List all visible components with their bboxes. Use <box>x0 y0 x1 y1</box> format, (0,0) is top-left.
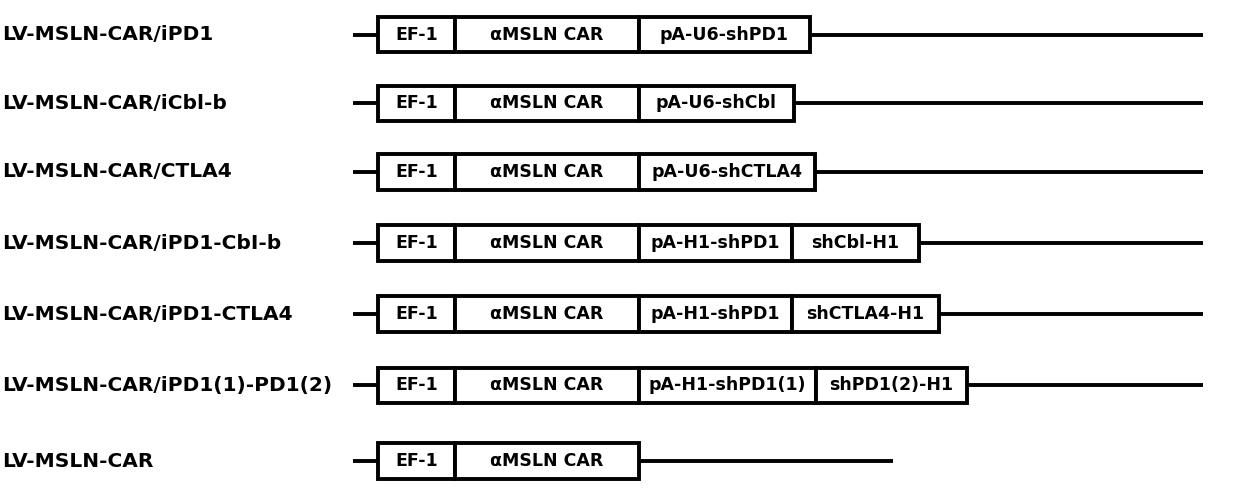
FancyBboxPatch shape <box>639 86 794 121</box>
Text: αMSLN CAR: αMSLN CAR <box>490 452 604 470</box>
Text: shCbl-H1: shCbl-H1 <box>811 234 900 252</box>
Text: EF-1: EF-1 <box>396 95 438 112</box>
Text: LV-MSLN-CAR/iPD1: LV-MSLN-CAR/iPD1 <box>2 25 213 44</box>
Text: LV-MSLN-CAR/iPD1(1)-PD1(2): LV-MSLN-CAR/iPD1(1)-PD1(2) <box>2 376 332 394</box>
Text: pA-U6-shCTLA4: pA-U6-shCTLA4 <box>651 163 802 181</box>
Text: pA-U6-shCbl: pA-U6-shCbl <box>656 95 776 112</box>
Text: shPD1(2)-H1: shPD1(2)-H1 <box>830 376 954 394</box>
Text: EF-1: EF-1 <box>396 452 438 470</box>
Text: pA-H1-shPD1: pA-H1-shPD1 <box>651 305 780 323</box>
FancyBboxPatch shape <box>455 154 639 190</box>
Text: EF-1: EF-1 <box>396 376 438 394</box>
FancyBboxPatch shape <box>455 443 639 479</box>
FancyBboxPatch shape <box>816 368 967 403</box>
FancyBboxPatch shape <box>455 225 639 261</box>
Text: LV-MSLN-CAR/iCbl-b: LV-MSLN-CAR/iCbl-b <box>2 94 227 113</box>
Text: EF-1: EF-1 <box>396 234 438 252</box>
FancyBboxPatch shape <box>378 225 455 261</box>
FancyBboxPatch shape <box>455 17 639 52</box>
Text: EF-1: EF-1 <box>396 305 438 323</box>
FancyBboxPatch shape <box>378 17 455 52</box>
FancyBboxPatch shape <box>378 368 455 403</box>
Text: αMSLN CAR: αMSLN CAR <box>490 305 604 323</box>
FancyBboxPatch shape <box>455 296 639 332</box>
Text: pA-U6-shPD1: pA-U6-shPD1 <box>660 26 789 44</box>
Text: EF-1: EF-1 <box>396 163 438 181</box>
FancyBboxPatch shape <box>378 443 455 479</box>
Text: αMSLN CAR: αMSLN CAR <box>490 376 604 394</box>
Text: αMSLN CAR: αMSLN CAR <box>490 95 604 112</box>
Text: LV-MSLN-CAR/iPD1-CbI-b: LV-MSLN-CAR/iPD1-CbI-b <box>2 234 281 252</box>
FancyBboxPatch shape <box>639 17 810 52</box>
FancyBboxPatch shape <box>378 86 455 121</box>
FancyBboxPatch shape <box>792 296 939 332</box>
Text: LV-MSLN-CAR/CTLA4: LV-MSLN-CAR/CTLA4 <box>2 163 232 181</box>
FancyBboxPatch shape <box>378 296 455 332</box>
Text: pA-H1-shPD1(1): pA-H1-shPD1(1) <box>649 376 806 394</box>
FancyBboxPatch shape <box>639 368 816 403</box>
Text: αMSLN CAR: αMSLN CAR <box>490 234 604 252</box>
FancyBboxPatch shape <box>792 225 919 261</box>
Text: EF-1: EF-1 <box>396 26 438 44</box>
Text: LV-MSLN-CAR/iPD1-CTLA4: LV-MSLN-CAR/iPD1-CTLA4 <box>2 305 293 323</box>
Text: LV-MSLN-CAR: LV-MSLN-CAR <box>2 452 154 470</box>
Text: αMSLN CAR: αMSLN CAR <box>490 163 604 181</box>
Text: shCTLA4-H1: shCTLA4-H1 <box>806 305 925 323</box>
Text: αMSLN CAR: αMSLN CAR <box>490 26 604 44</box>
FancyBboxPatch shape <box>639 296 792 332</box>
Text: pA-H1-shPD1: pA-H1-shPD1 <box>651 234 780 252</box>
FancyBboxPatch shape <box>639 154 815 190</box>
FancyBboxPatch shape <box>639 225 792 261</box>
FancyBboxPatch shape <box>455 86 639 121</box>
FancyBboxPatch shape <box>378 154 455 190</box>
FancyBboxPatch shape <box>455 368 639 403</box>
